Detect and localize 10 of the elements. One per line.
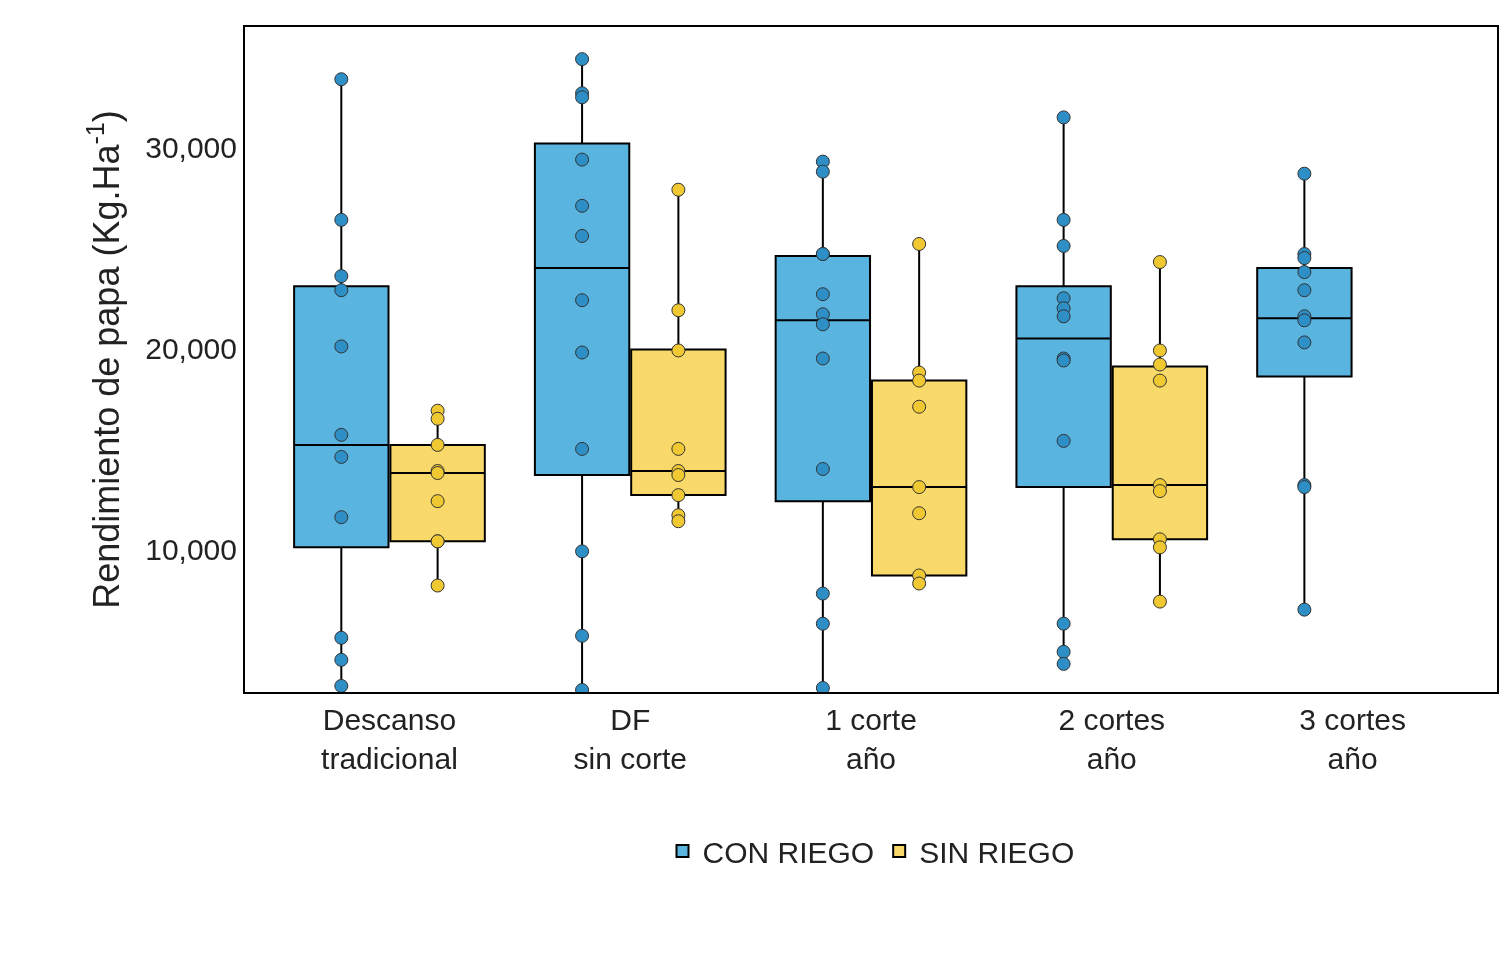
- x-tick-label: 3 cortes año: [1299, 703, 1406, 775]
- legend-label: SIN RIEGO: [919, 835, 1075, 869]
- legend-label: CON RIEGO: [702, 835, 875, 869]
- y-tick-label: 20,000: [145, 331, 237, 365]
- y-tick-label: 10,000: [145, 532, 237, 566]
- x-tick-label: Descanso tradicional: [321, 703, 458, 775]
- x-tick-label: 1 corte año: [825, 703, 917, 775]
- x-tick-label: 2 cortes año: [1058, 703, 1166, 775]
- x-tick-label: DF sin corte: [573, 703, 687, 775]
- y-tick-label: 30,000: [145, 131, 237, 165]
